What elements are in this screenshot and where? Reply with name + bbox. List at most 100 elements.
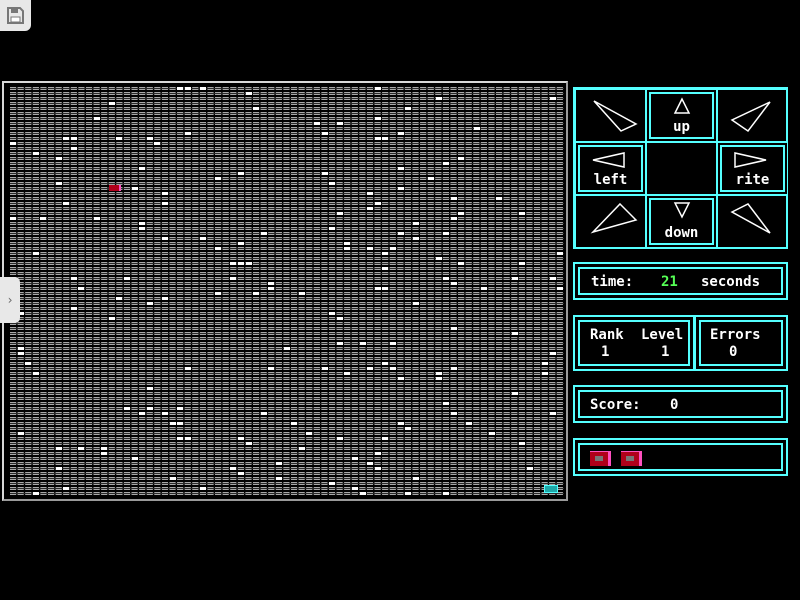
highlighted-cell <box>253 292 260 295</box>
down-left-button[interactable] <box>575 195 646 248</box>
highlighted-cell <box>450 197 457 200</box>
highlighted-cell <box>276 477 282 480</box>
highlighted-cell <box>215 292 222 295</box>
highlighted-cell <box>352 457 358 460</box>
arrow-left-icon <box>592 152 625 168</box>
maze-grid[interactable] <box>10 87 564 497</box>
highlighted-cell <box>184 437 191 440</box>
right-button[interactable]: rite <box>717 142 788 195</box>
side-panel-toggle[interactable]: › <box>0 277 20 323</box>
highlighted-cell <box>63 202 70 205</box>
highlighted-cell <box>245 262 252 265</box>
highlighted-cell <box>382 362 389 365</box>
highlighted-cell <box>169 422 176 425</box>
time-label: time: <box>591 274 634 290</box>
up-button[interactable]: up <box>646 89 717 142</box>
floppy-disk-icon <box>7 7 24 24</box>
highlighted-cell <box>374 87 381 90</box>
highlighted-cell <box>481 287 488 290</box>
highlighted-cell <box>374 117 381 120</box>
highlighted-cell <box>25 362 32 365</box>
highlighted-cell <box>382 287 389 290</box>
highlighted-cell <box>321 132 328 135</box>
highlighted-cell <box>458 262 465 265</box>
highlighted-cell <box>359 342 366 345</box>
time-unit: seconds <box>701 274 761 290</box>
highlighted-cell <box>542 362 548 365</box>
highlighted-cell <box>450 367 457 370</box>
left-button[interactable]: left <box>575 142 646 195</box>
highlighted-cell <box>412 302 419 305</box>
highlighted-cell <box>260 232 267 235</box>
highlighted-cell <box>162 412 168 415</box>
highlighted-cell <box>367 367 374 370</box>
highlighted-cell <box>268 367 275 370</box>
up-right-button[interactable] <box>717 89 788 142</box>
maze-board[interactable] <box>2 81 568 501</box>
highlighted-cell <box>412 477 419 480</box>
highlighted-cell <box>329 482 336 485</box>
errors-value: 0 <box>729 344 738 360</box>
highlighted-cell <box>397 132 404 135</box>
highlighted-cell <box>70 307 77 310</box>
highlighted-cell <box>344 372 351 375</box>
highlighted-cell <box>390 247 396 250</box>
highlighted-cell <box>162 297 168 300</box>
highlighted-cell <box>55 157 62 160</box>
highlighted-cell <box>17 432 24 435</box>
highlighted-cell <box>390 342 396 345</box>
highlighted-cell <box>146 137 153 140</box>
highlighted-cell <box>63 137 70 140</box>
highlighted-cell <box>336 342 343 345</box>
highlighted-cell <box>542 372 548 375</box>
highlighted-cell <box>458 157 465 160</box>
highlighted-cell <box>314 122 320 125</box>
highlighted-cell <box>124 407 130 410</box>
highlighted-cell <box>382 252 389 255</box>
highlighted-cell <box>367 462 374 465</box>
highlighted-cell <box>108 102 115 105</box>
up-left-button[interactable] <box>575 89 646 142</box>
time-panel: time: 21 seconds <box>573 262 788 300</box>
arrow-up-left-icon <box>593 100 638 132</box>
highlighted-cell <box>367 247 374 250</box>
highlighted-cell <box>177 422 184 425</box>
rank-level-panel: Rank Level 1 1 <box>573 315 695 371</box>
highlighted-cell <box>101 447 108 450</box>
highlighted-cell <box>230 467 237 470</box>
highlighted-cell <box>230 277 237 280</box>
highlighted-cell <box>321 367 328 370</box>
highlighted-cell <box>169 477 176 480</box>
lives-panel <box>573 438 788 476</box>
rank-value: 1 <box>601 344 610 360</box>
highlighted-cell <box>162 192 168 195</box>
highlighted-cell <box>336 212 343 215</box>
highlighted-cell <box>443 232 450 235</box>
highlighted-cell <box>549 277 556 280</box>
highlighted-cell <box>200 487 206 490</box>
highlighted-cell <box>139 412 146 415</box>
highlighted-cell <box>412 237 419 240</box>
arrow-down-right-icon <box>730 203 771 234</box>
highlighted-cell <box>450 412 457 415</box>
down-right-button[interactable] <box>717 195 788 248</box>
highlighted-cell <box>70 147 77 150</box>
errors-label: Errors <box>710 327 761 343</box>
highlighted-cell <box>359 492 366 495</box>
highlighted-cell <box>70 277 77 280</box>
highlighted-cell <box>336 122 343 125</box>
highlighted-cell <box>260 412 267 415</box>
highlighted-cell <box>466 422 472 425</box>
highlighted-cell <box>329 227 336 230</box>
down-button[interactable]: down <box>646 195 717 248</box>
highlighted-cell <box>108 317 115 320</box>
chevron-right-icon: › <box>6 293 14 307</box>
highlighted-cell <box>397 232 404 235</box>
save-button[interactable] <box>0 0 31 31</box>
highlighted-cell <box>10 142 16 145</box>
highlighted-cell <box>184 132 191 135</box>
goal-marker <box>544 485 558 493</box>
highlighted-cell <box>32 492 39 495</box>
highlighted-cell <box>253 107 260 110</box>
highlighted-cell <box>238 172 244 175</box>
